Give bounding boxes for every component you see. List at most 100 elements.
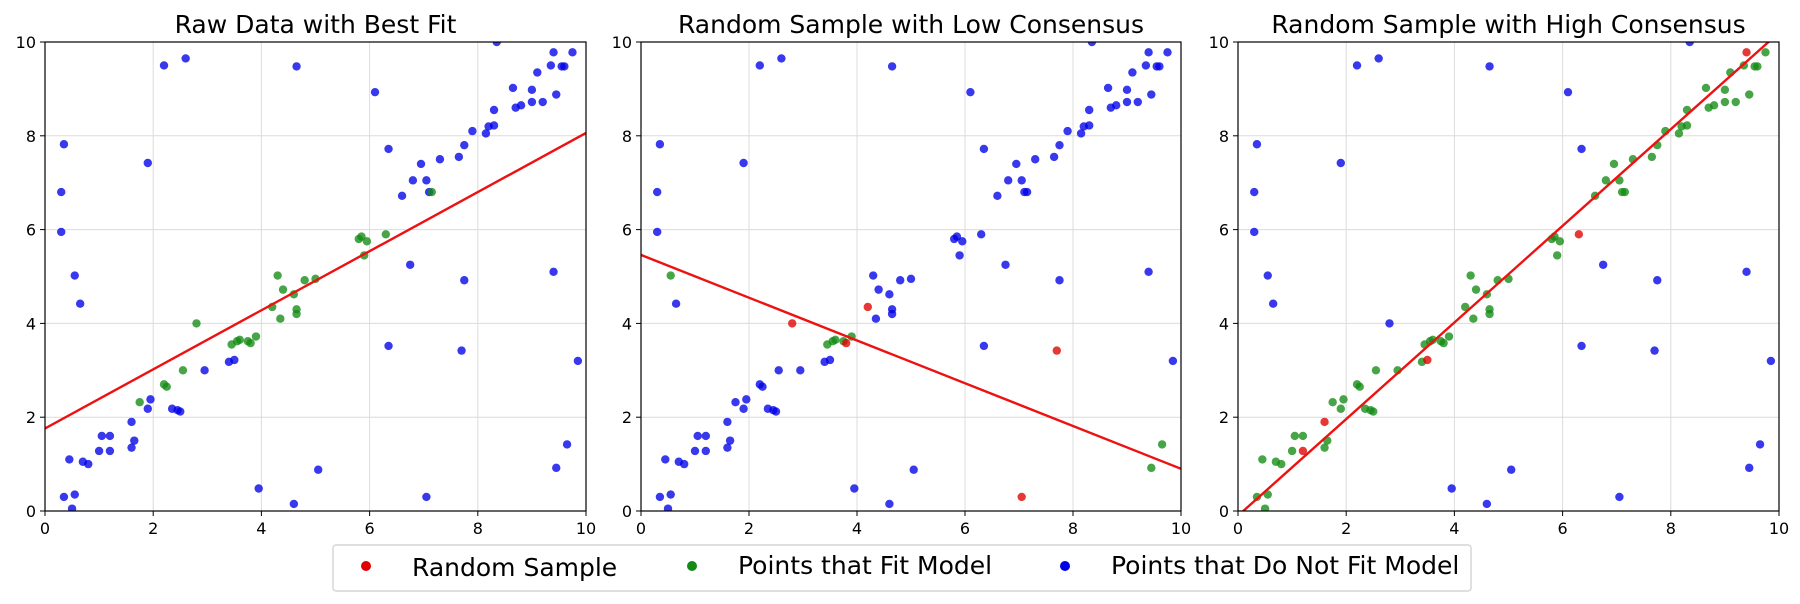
point-fit	[235, 335, 244, 345]
point-random-sample	[1574, 230, 1584, 239]
point-nonfit	[739, 404, 748, 413]
y-tick-label: 8	[26, 127, 36, 146]
point-nonfit	[1742, 267, 1751, 277]
y-tick-label: 8	[622, 127, 632, 146]
point-nonfit	[1085, 121, 1094, 130]
point-nonfit	[1141, 61, 1151, 70]
point-nonfit	[909, 465, 918, 474]
point-nonfit	[549, 48, 558, 57]
point-nonfit	[1103, 83, 1113, 93]
point-fit	[1298, 431, 1308, 441]
point-fit	[278, 285, 288, 294]
point-nonfit	[568, 48, 577, 57]
point-fit	[178, 366, 188, 375]
x-tick-label: 4	[1449, 519, 1459, 538]
point-nonfit	[314, 465, 323, 474]
model-line	[641, 253, 1181, 470]
point-nonfit	[1650, 346, 1659, 355]
chart-panel-2: 0 2 4 6 8 10 0 2 4 6 8 10 Random Sample with Low Con…	[612, 10, 1192, 538]
point-random-sample	[1017, 492, 1026, 502]
point-nonfit	[1755, 440, 1765, 449]
data-layer	[45, 42, 586, 511]
point-nonfit	[1482, 499, 1492, 509]
point-nonfit	[1112, 101, 1121, 110]
point-fit	[1753, 62, 1762, 71]
point-nonfit	[468, 126, 477, 136]
point-fit	[300, 276, 309, 285]
x-tick-label: 2	[744, 519, 754, 538]
point-fit	[666, 271, 675, 280]
point-random-sample	[1052, 346, 1062, 355]
point-nonfit	[958, 237, 967, 246]
x-tick-label: 0	[40, 519, 50, 538]
point-fit	[1761, 48, 1770, 57]
x-tick-label: 0	[636, 519, 646, 538]
point-fit	[1339, 395, 1348, 404]
point-nonfit	[887, 62, 897, 71]
point-nonfit	[755, 61, 764, 70]
point-nonfit	[105, 431, 115, 441]
point-nonfit	[887, 309, 897, 319]
point-fit	[1701, 83, 1711, 93]
point-nonfit	[143, 158, 152, 168]
point-fit	[1369, 407, 1378, 416]
point-nonfit	[1577, 341, 1586, 351]
point-fit	[1601, 176, 1611, 185]
point-nonfit	[527, 85, 537, 95]
legend-label-random-sample: Random Sample	[412, 553, 617, 582]
point-nonfit	[1263, 271, 1272, 280]
point-nonfit	[966, 87, 975, 97]
legend-marker-random-sample	[361, 561, 371, 571]
x-tick-label: 8	[1666, 519, 1676, 538]
point-nonfit	[516, 101, 526, 110]
y-tick-label: 2	[26, 408, 36, 427]
point-nonfit	[885, 290, 894, 299]
point-fit	[831, 335, 840, 345]
point-nonfit	[289, 499, 299, 509]
x-tick-label: 8	[1068, 519, 1078, 538]
x-tick-label: 6	[960, 519, 970, 538]
point-fit	[1745, 90, 1754, 99]
point-nonfit	[70, 490, 79, 499]
point-nonfit	[979, 341, 989, 351]
point-nonfit	[825, 355, 835, 365]
point-random-sample	[1320, 417, 1329, 427]
point-nonfit	[549, 267, 558, 277]
point-nonfit	[176, 407, 185, 416]
chart-panel-1: 0 2 4 6 8 10 0 2 4 6 8 10 Raw Data with Best Fit	[16, 10, 597, 538]
y-tick-label: 4	[26, 314, 36, 333]
point-random-sample	[1423, 355, 1432, 365]
x-tick-label: 10	[1171, 519, 1191, 538]
point-fit	[1252, 492, 1262, 502]
point-nonfit	[384, 144, 393, 154]
point-fit	[1461, 302, 1470, 312]
y-tick-label: 10	[16, 33, 36, 52]
point-nonfit	[796, 366, 805, 375]
point-nonfit	[661, 455, 670, 464]
x-tick-label: 4	[852, 519, 862, 538]
legend-marker-nonfit	[1060, 561, 1070, 571]
point-nonfit	[1252, 140, 1262, 149]
y-tick-label: 10	[1209, 33, 1229, 52]
point-fit	[276, 314, 285, 323]
point-nonfit	[701, 446, 710, 456]
point-nonfit	[1063, 126, 1072, 136]
point-nonfit	[1144, 48, 1153, 57]
point-nonfit	[906, 274, 916, 284]
point-random-sample	[842, 338, 851, 348]
point-nonfit	[230, 355, 239, 365]
point-nonfit	[653, 227, 662, 237]
point-nonfit	[774, 366, 783, 375]
point-nonfit	[1144, 267, 1153, 277]
point-nonfit	[1563, 87, 1573, 97]
point-fit	[1620, 187, 1630, 197]
point-nonfit	[896, 276, 905, 285]
point-fit	[292, 309, 301, 319]
point-fit	[135, 397, 144, 407]
point-nonfit	[1447, 484, 1456, 493]
point-nonfit	[739, 158, 748, 168]
point-nonfit	[422, 176, 431, 185]
point-nonfit	[1049, 152, 1059, 162]
point-nonfit	[1766, 356, 1776, 366]
chart-panel-3: 0 2 4 6 8 10 0 2 4 6 8 10 Random Sample with High Co…	[1209, 10, 1790, 538]
